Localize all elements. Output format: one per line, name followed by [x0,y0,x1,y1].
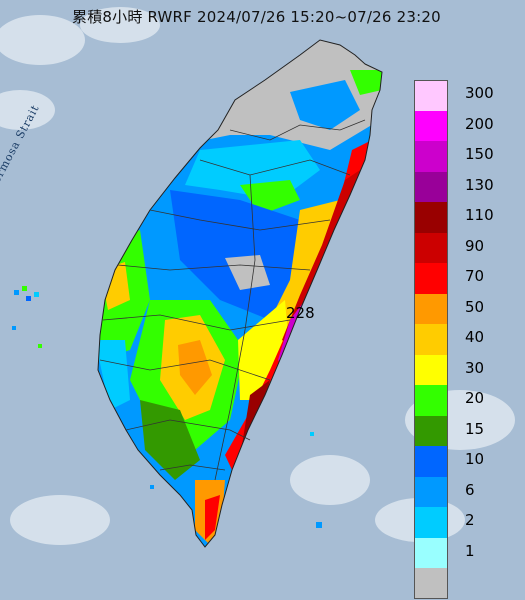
legend-label: 50 [465,297,485,316]
legend-label: 150 [465,145,494,163]
legend-item: 2 [414,507,520,538]
legend-swatch [414,110,448,141]
legend-item: 70 [414,263,520,294]
legend-swatch [414,537,448,568]
legend-item: 150 [414,141,520,172]
legend-label: 2 [465,511,475,529]
legend-swatch [414,476,448,507]
legend-swatch [414,171,448,202]
legend-swatch [414,446,448,477]
legend-label: 15 [465,419,485,438]
legend-label: 30 [465,358,485,377]
legend-label: 200 [465,114,494,133]
offshore-rain [12,286,322,528]
legend-label: 40 [465,328,485,346]
legend-label: 70 [465,267,485,285]
legend-item: 50 [414,293,520,324]
legend-swatch [414,293,448,324]
legend-swatch [414,202,448,233]
peak-value-label: 228 [286,304,315,322]
legend-label: 20 [465,389,485,407]
county-borders [99,119,366,481]
legend-item [414,568,520,599]
legend-swatch [414,385,448,416]
legend-swatch [414,568,448,599]
legend-label: 300 [465,84,494,102]
legend-item: 110 [414,202,520,233]
legend-swatch [414,263,448,294]
legend-swatch [414,324,448,355]
legend-swatch [414,507,448,538]
map-title: 累積8小時 RWRF 2024/07/26 15:20~07/26 23:20 [72,8,441,26]
legend-label: 1 [465,541,475,560]
legend-label: 130 [465,175,494,194]
legend-swatch [414,232,448,263]
legend-label: 110 [465,206,494,224]
legend-item: 20 [414,385,520,416]
legend-label: 10 [465,450,485,468]
legend: 300 200 150 130 110 90 70 50 40 30 20 15 10 6 2 1 [414,80,520,599]
legend-swatch [414,141,448,172]
legend-item: 10 [414,446,520,477]
legend-item: 1 [414,537,520,568]
legend-item: 90 [414,232,520,263]
legend-label: 6 [465,480,475,499]
legend-item: 200 [414,110,520,141]
legend-item: 300 [414,80,520,111]
legend-label: 90 [465,236,485,255]
legend-item: 30 [414,354,520,385]
legend-swatch [414,415,448,446]
legend-item: 40 [414,324,520,355]
legend-item: 130 [414,171,520,202]
legend-swatch [414,354,448,385]
legend-item: 15 [414,415,520,446]
legend-item: 6 [414,476,520,507]
island-outline [97,39,383,548]
legend-swatch [414,80,448,111]
